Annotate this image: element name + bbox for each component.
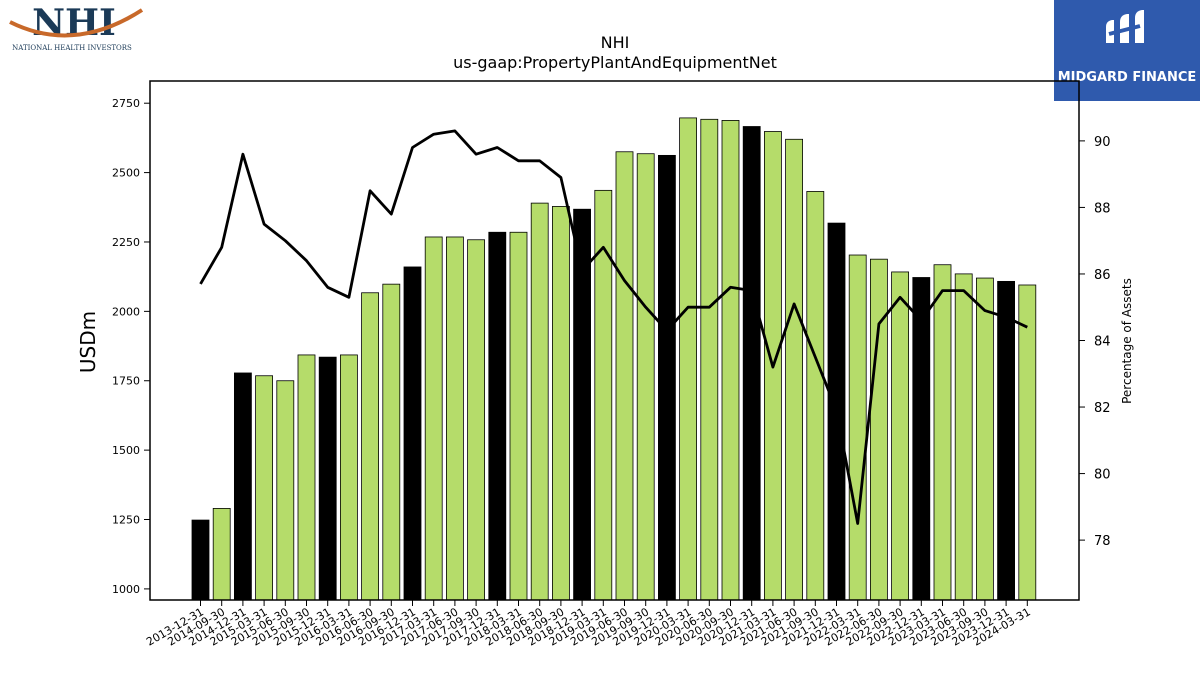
bar-2015-06-30	[276, 380, 295, 601]
nhi-logo: NHI NATIONAL HEALTH INVESTORS	[4, 2, 146, 54]
midgard-logo-icon	[1106, 10, 1144, 43]
bar-2021-06-30	[785, 138, 803, 601]
bar-2023-09-30	[976, 277, 994, 601]
bar-2019-06-30	[615, 151, 634, 601]
percentage-of-assets-line	[199, 129, 1028, 525]
bar-2017-03-31	[424, 236, 443, 601]
y2-tick-label: 84	[1094, 335, 1111, 350]
y-tick-label: 2500	[112, 167, 140, 180]
bar-2020-09-30	[721, 120, 740, 601]
bar-2022-12-31	[912, 277, 931, 601]
y2-tick-label: 88	[1094, 201, 1111, 216]
bar-2014-09-30	[212, 508, 231, 601]
bar-2019-12-31	[658, 154, 676, 601]
y-tick-label: 1750	[112, 375, 140, 388]
y2-tick-label: 80	[1094, 468, 1111, 483]
left-axis: 1000 1250 1500 1750 2000 2250 2500 2750	[112, 97, 150, 596]
bar-2017-06-30	[445, 236, 464, 601]
bar-2022-03-31	[848, 254, 867, 601]
midgard-logo-text: MIDGARD FINANCE	[1057, 70, 1197, 85]
bar-2020-12-31	[742, 126, 761, 601]
bar-2024-03-31	[1018, 284, 1037, 601]
bar-2023-03-31	[933, 264, 952, 601]
bar-2016-12-31	[403, 266, 422, 601]
bar-2013-12-31	[191, 519, 210, 601]
nhi-logo-text: NATIONAL HEALTH INVESTORS	[12, 44, 132, 52]
y2-tick-label: 82	[1094, 401, 1111, 416]
bar-2018-09-30	[552, 206, 570, 601]
bar-2023-12-31	[997, 280, 1015, 601]
y2-tick-label: 78	[1094, 534, 1111, 549]
bar-2020-03-31	[679, 117, 697, 601]
y2-tick-label: 86	[1094, 268, 1111, 283]
chart-subtitle: us-gaap:PropertyPlantAndEquipmentNet	[453, 53, 777, 72]
bar-series	[191, 117, 1037, 601]
bar-2022-09-30	[891, 271, 909, 601]
bar-2018-06-30	[530, 202, 549, 601]
bar-2019-09-30	[636, 153, 655, 601]
bar-2017-09-30	[467, 239, 486, 601]
y-axis-label: USDm	[76, 311, 100, 373]
bar-2022-06-30	[870, 258, 888, 601]
bar-2021-09-30	[806, 191, 825, 601]
y-tick-label: 2250	[112, 236, 140, 249]
y-tick-label: 1250	[112, 514, 140, 527]
right-axis: 78 80 82 84 86 88 90	[1079, 135, 1111, 549]
y-tick-label: 2000	[112, 305, 140, 318]
y2-tick-label: 90	[1094, 135, 1111, 150]
bar-2015-09-30	[297, 354, 316, 601]
bar-2014-12-31	[233, 372, 252, 601]
bar-2023-06-30	[954, 273, 973, 601]
bar-2016-06-30	[361, 292, 380, 601]
chart-title-block: NHI us-gaap:PropertyPlantAndEquipmentNet	[350, 33, 880, 73]
bar-2015-12-31	[318, 356, 337, 601]
line-series	[199, 129, 1028, 525]
bar-2016-09-30	[382, 283, 401, 601]
y-tick-label: 1500	[112, 444, 140, 457]
nhi-logo-swoosh	[9, 8, 144, 38]
bar-2015-03-31	[255, 375, 274, 601]
bar-2017-12-31	[488, 231, 507, 601]
nhi-logo-mark: NHI NATIONAL HEALTH INVESTORS	[9, 2, 144, 52]
y2-axis-label: Percentage of Assets	[1120, 278, 1134, 404]
bar-2016-03-31	[339, 354, 358, 601]
bar-2020-06-30	[700, 118, 719, 601]
y-tick-label: 1000	[112, 583, 140, 596]
y-tick-label: 2750	[112, 97, 140, 110]
bar-2018-03-31	[509, 231, 528, 601]
chart-title: NHI	[600, 33, 630, 52]
x-axis: 2013-12-312014-09-302014-12-312015-03-31…	[144, 600, 1033, 649]
